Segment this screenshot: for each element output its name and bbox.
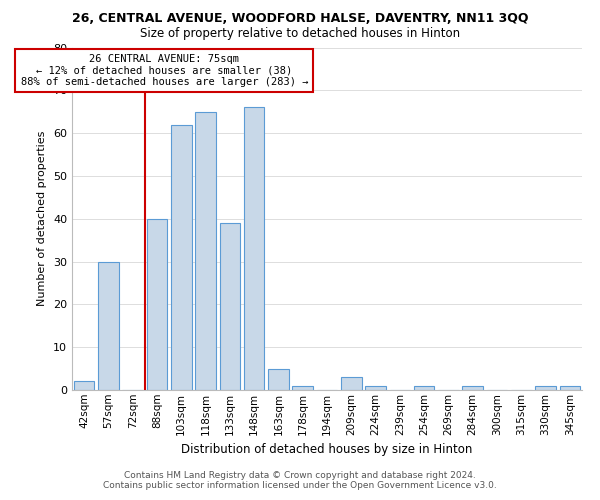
Text: 26 CENTRAL AVENUE: 75sqm
← 12% of detached houses are smaller (38)
88% of semi-d: 26 CENTRAL AVENUE: 75sqm ← 12% of detach…	[20, 54, 308, 87]
Bar	[365, 386, 386, 390]
Bar	[171, 124, 191, 390]
X-axis label: Distribution of detached houses by size in Hinton: Distribution of detached houses by size …	[181, 443, 473, 456]
Bar	[292, 386, 313, 390]
Bar	[268, 368, 289, 390]
Bar	[244, 108, 265, 390]
Text: 26, CENTRAL AVENUE, WOODFORD HALSE, DAVENTRY, NN11 3QQ: 26, CENTRAL AVENUE, WOODFORD HALSE, DAVE…	[72, 12, 528, 26]
Bar	[146, 219, 167, 390]
Bar	[98, 262, 119, 390]
Bar	[341, 377, 362, 390]
Bar	[463, 386, 483, 390]
Bar	[74, 382, 94, 390]
Bar	[560, 386, 580, 390]
Bar	[220, 223, 240, 390]
Y-axis label: Number of detached properties: Number of detached properties	[37, 131, 47, 306]
Bar	[414, 386, 434, 390]
Bar	[535, 386, 556, 390]
Text: Size of property relative to detached houses in Hinton: Size of property relative to detached ho…	[140, 28, 460, 40]
Text: Contains HM Land Registry data © Crown copyright and database right 2024.
Contai: Contains HM Land Registry data © Crown c…	[103, 470, 497, 490]
Bar	[195, 112, 216, 390]
